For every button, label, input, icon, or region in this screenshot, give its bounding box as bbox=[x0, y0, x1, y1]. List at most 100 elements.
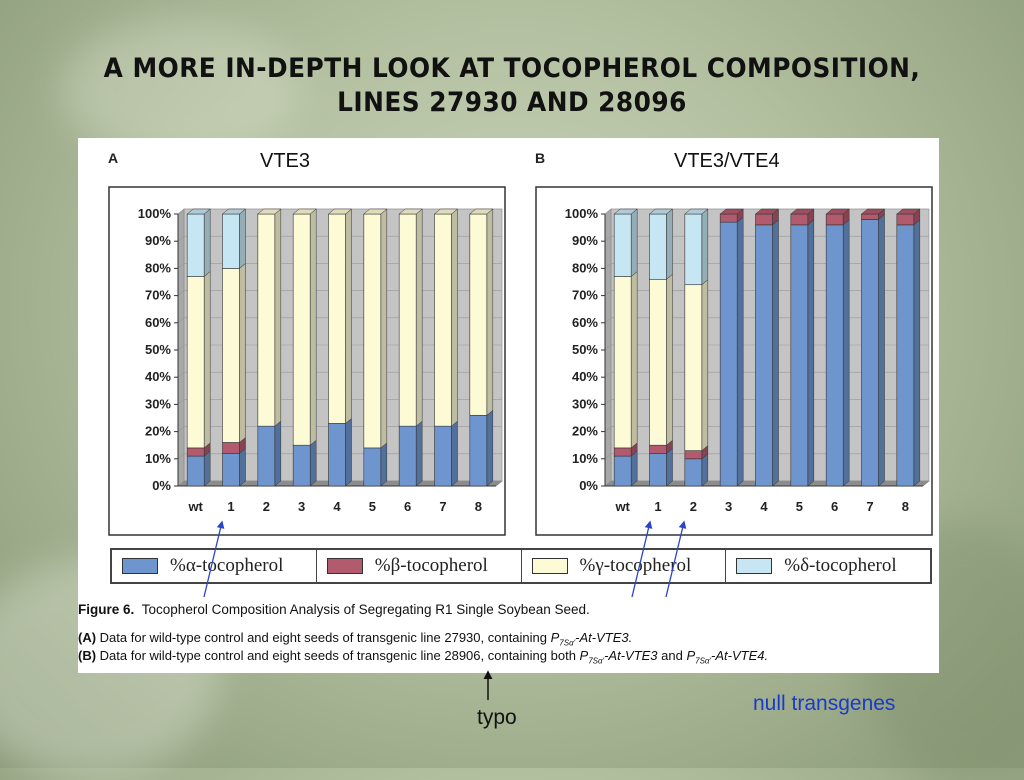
bar-segment bbox=[328, 423, 346, 487]
legend-suffix: -tocopherol bbox=[195, 555, 284, 576]
caption-b: (B) Data for wild-type control and eight… bbox=[78, 648, 768, 666]
y-tick-label: 40% bbox=[145, 369, 171, 384]
bar-segment-side bbox=[666, 273, 673, 446]
gridline bbox=[177, 344, 185, 351]
x-tick-label: 7 bbox=[866, 499, 873, 514]
bar-top bbox=[790, 208, 815, 215]
x-tick-label: 3 bbox=[725, 499, 732, 514]
caption-b-promoter2-sub: 7Sα' bbox=[695, 656, 712, 666]
bar-segment bbox=[292, 213, 311, 446]
bar-segment-side bbox=[451, 208, 458, 427]
gridline bbox=[604, 453, 612, 460]
bar-segment bbox=[292, 444, 311, 487]
x-tick-label: 7 bbox=[439, 499, 446, 514]
bar-top bbox=[398, 208, 423, 215]
gridline bbox=[604, 290, 612, 296]
bar-segment-side bbox=[309, 439, 317, 487]
legend-swatch-beta bbox=[326, 558, 363, 574]
panel-a-title: VTE3 bbox=[260, 150, 311, 172]
y-tick-label: 70% bbox=[572, 288, 598, 303]
bar-segment-side bbox=[415, 420, 423, 487]
y-tick-label: 60% bbox=[145, 315, 171, 330]
y-tick-label: 50% bbox=[145, 342, 171, 357]
y-tick-label: 100% bbox=[565, 206, 599, 221]
typo-annotation: typo bbox=[477, 706, 517, 729]
x-tick-label: wt bbox=[614, 499, 630, 514]
bar-segment bbox=[434, 213, 452, 427]
bar-segment-side bbox=[701, 453, 709, 487]
x-tick-label: 6 bbox=[404, 499, 411, 514]
caption-a-promoter: P bbox=[550, 630, 560, 645]
bar-segment bbox=[755, 213, 773, 226]
caption-b-gene1: -At-VTE3 bbox=[604, 648, 658, 663]
bar-segment bbox=[755, 224, 773, 487]
legend-swatch-alpha bbox=[122, 558, 158, 574]
bar-segment bbox=[719, 221, 738, 487]
gridline bbox=[177, 290, 185, 296]
gridline bbox=[604, 399, 612, 405]
bar-segment bbox=[649, 278, 667, 446]
bar-segment-side bbox=[239, 208, 246, 269]
y-tick-label: 10% bbox=[145, 451, 171, 466]
gridline bbox=[177, 480, 185, 487]
gridline bbox=[177, 371, 185, 378]
caption-b-label: (B) bbox=[78, 648, 97, 663]
null-transgenes-annotation: null transgenes bbox=[753, 692, 896, 715]
gridline bbox=[177, 399, 185, 405]
bar-segment-side bbox=[913, 219, 921, 487]
legend-item-gamma: % γ -tocopherol bbox=[522, 550, 727, 582]
bar-segment bbox=[222, 453, 240, 487]
bar-segment-side bbox=[345, 417, 352, 487]
legend-swatch-delta bbox=[736, 558, 773, 574]
bar-segment-side bbox=[666, 447, 673, 487]
bar-top bbox=[186, 208, 211, 215]
x-tick-label: 4 bbox=[333, 499, 341, 514]
gridline bbox=[604, 426, 612, 432]
x-tick-label: 5 bbox=[796, 499, 803, 514]
bar-segment bbox=[896, 213, 915, 226]
bar-segment bbox=[649, 453, 667, 487]
bar-segment-side bbox=[274, 208, 282, 427]
gridline bbox=[177, 317, 185, 324]
y-tick-label: 100% bbox=[138, 206, 172, 221]
bar-segment bbox=[469, 414, 488, 487]
bar-segment-side bbox=[666, 208, 673, 280]
x-tick-label: 1 bbox=[654, 499, 661, 514]
legend-item-delta: % δ -tocopherol bbox=[726, 550, 930, 582]
bar-segment-side bbox=[807, 219, 815, 487]
bar-segment bbox=[186, 455, 205, 487]
x-tick-label: wt bbox=[187, 499, 203, 514]
bar-segment-side bbox=[451, 420, 458, 487]
caption-b-promoter2: P bbox=[686, 648, 696, 663]
bar-segment-side bbox=[736, 216, 744, 487]
legend: % α -tocopherol % β -tocopherol % γ -tocoph… bbox=[110, 548, 932, 584]
bar-segment bbox=[649, 444, 667, 454]
legend-swatch-gamma bbox=[531, 558, 568, 574]
y-tick-label: 20% bbox=[572, 424, 598, 439]
bar-top bbox=[896, 208, 921, 215]
bar-segment-side bbox=[203, 208, 211, 278]
y-tick-label: 60% bbox=[572, 315, 598, 330]
legend-greek: β bbox=[390, 555, 401, 576]
bar-top bbox=[860, 208, 886, 215]
gridline bbox=[177, 235, 185, 242]
bar-segment bbox=[825, 213, 844, 226]
legend-greek: γ bbox=[595, 555, 604, 576]
y-tick-label: 30% bbox=[145, 396, 171, 411]
bar-segment bbox=[896, 224, 915, 487]
x-tick-label: 2 bbox=[690, 499, 697, 514]
legend-suffix: -tocopherol bbox=[400, 555, 488, 576]
bar-segment bbox=[684, 284, 703, 451]
bar-top bbox=[754, 208, 780, 215]
y-tick-label: 90% bbox=[145, 233, 171, 248]
bar-segment-side bbox=[239, 447, 246, 487]
gridline bbox=[604, 480, 612, 487]
caption-a-text: Data for wild-type control and eight see… bbox=[99, 630, 551, 645]
bar-top bbox=[613, 208, 638, 215]
caption-a-promoter-sub: 7Sα' bbox=[559, 638, 576, 648]
x-tick-label: 4 bbox=[760, 499, 768, 514]
x-tick-label: 5 bbox=[369, 499, 376, 514]
caption-b-promoter1: P bbox=[579, 648, 589, 663]
x-tick-label: 3 bbox=[298, 499, 305, 514]
legend-prefix: % bbox=[374, 555, 391, 576]
